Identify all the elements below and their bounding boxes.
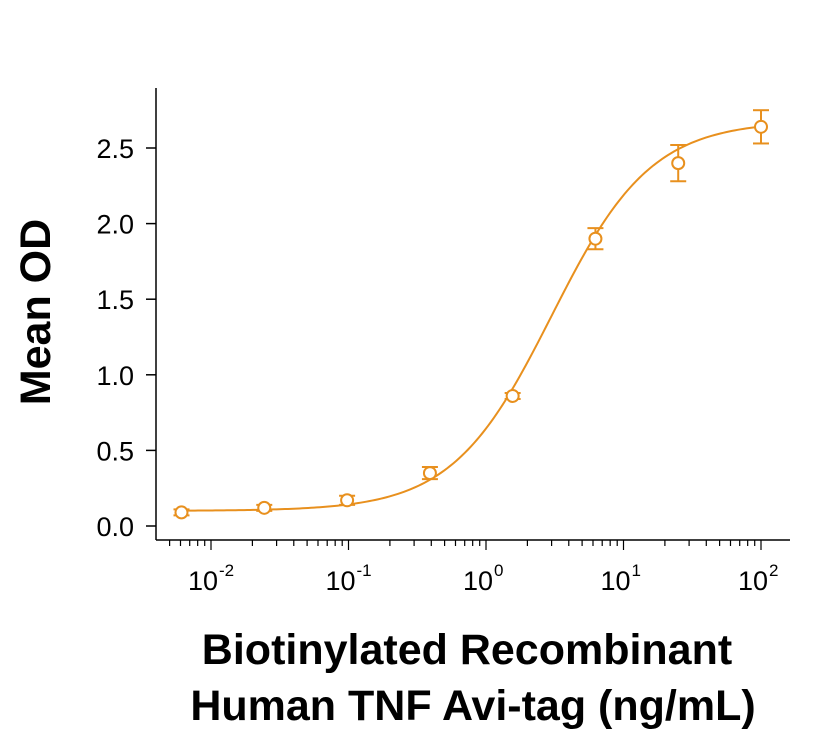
y-tick-group: 0.0 0.5 1.0 1.5 2.0 2.5 <box>96 134 156 542</box>
x-tick-exponent: -1 <box>357 561 372 580</box>
x-tick-exponent: 2 <box>769 561 778 580</box>
point-marker <box>505 388 520 403</box>
x-axis-title-line-2: Human TNF Avi-tag (ng/mL) <box>190 682 755 730</box>
point-marker <box>671 156 686 171</box>
y-tick-label: 0.5 <box>96 436 134 466</box>
data-point <box>173 505 190 520</box>
data-point-group <box>173 109 769 520</box>
x-tick-label: 10 <box>738 566 768 596</box>
point-marker <box>422 466 437 481</box>
y-tick-label: 2.5 <box>96 134 134 164</box>
data-point <box>587 227 604 251</box>
x-axis-title-line-1: Biotinylated Recombinant <box>202 626 732 674</box>
y-tick-label: 0.0 <box>96 512 134 542</box>
y-tick-label: 2.0 <box>96 210 134 240</box>
y-axis-title: Mean OD <box>12 219 60 405</box>
data-point <box>753 109 769 145</box>
x-tick-label: 10 <box>325 566 355 596</box>
data-point <box>339 493 356 508</box>
y-tick-label: 1.5 <box>96 285 134 315</box>
data-point <box>670 143 687 183</box>
fit-curve <box>180 125 762 512</box>
x-tick-label: 10 <box>600 566 630 596</box>
point-marker <box>588 231 603 246</box>
x-tick-exponent: -2 <box>219 561 234 580</box>
point-marker <box>340 493 355 508</box>
point-marker <box>754 119 768 134</box>
point-marker <box>257 500 272 515</box>
x-tick-group: 10 -2 10 -1 10 0 10 1 10 2 <box>169 540 778 596</box>
data-point <box>421 466 438 481</box>
fit-curve-group <box>180 125 762 512</box>
axes <box>155 88 790 541</box>
x-tick-label: 10 <box>463 566 493 596</box>
x-tick-exponent: 0 <box>494 561 503 580</box>
data-point <box>504 388 521 403</box>
x-tick-exponent: 1 <box>632 561 641 580</box>
data-point <box>256 500 273 515</box>
point-marker <box>174 505 189 520</box>
x-tick-label: 10 <box>188 566 218 596</box>
y-tick-label: 1.0 <box>96 361 134 391</box>
